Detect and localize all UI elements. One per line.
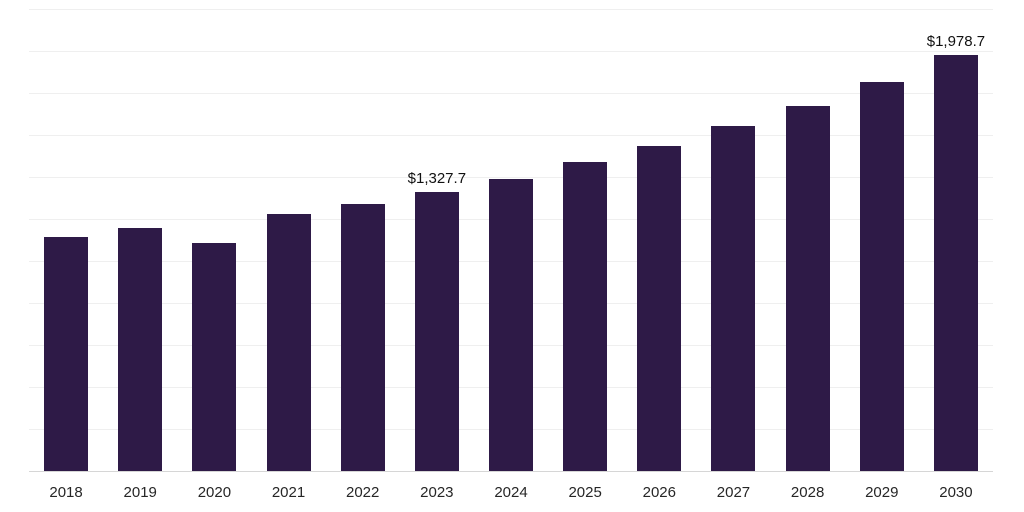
bar-2028 — [785, 105, 830, 471]
x-tick-label-2028: 2028 — [790, 484, 825, 501]
x-tick-label-2023: 2023 — [420, 484, 454, 501]
data-label-2023: $1,327.7 — [407, 170, 467, 188]
bar-2029 — [859, 81, 904, 471]
x-tick-label-2019: 2019 — [123, 484, 157, 501]
x-tick-label-2026: 2026 — [642, 484, 676, 501]
bar-2030 — [933, 55, 978, 471]
x-tick-label-2030: 2030 — [939, 484, 973, 501]
bar-2021 — [266, 213, 311, 471]
x-axis-line — [29, 471, 993, 472]
gridline — [29, 9, 993, 10]
bar-2023 — [414, 192, 459, 471]
bar-2019 — [118, 227, 163, 471]
gridline — [29, 135, 993, 136]
gridline — [29, 51, 993, 52]
x-tick-label-2020: 2020 — [197, 484, 232, 501]
bar-2026 — [637, 145, 682, 471]
data-label-2030: $1,978.7 — [926, 33, 986, 51]
x-tick-label-2025: 2025 — [568, 484, 602, 501]
x-axis: 2018 2019 2020 2021 2022 2023 2024 2025 2026 2027… — [29, 483, 993, 507]
bar-2025 — [563, 161, 608, 471]
x-tick-label-2021: 2021 — [271, 484, 306, 501]
x-tick-label-2022: 2022 — [346, 484, 380, 501]
bar-2020 — [192, 242, 237, 471]
bar-2027 — [711, 125, 756, 471]
plot-area: $1,327.7 $1,978.7 — [29, 9, 993, 472]
bar-2018 — [44, 237, 89, 471]
bar-2022 — [340, 203, 385, 471]
gridline — [29, 93, 993, 94]
x-tick-label-2018: 2018 — [49, 484, 83, 501]
x-tick-label-2029: 2029 — [865, 484, 899, 501]
x-tick-label-2024: 2024 — [494, 484, 528, 501]
bar-2024 — [489, 178, 533, 471]
gridline — [29, 177, 993, 178]
x-tick-label-2027: 2027 — [716, 484, 751, 501]
